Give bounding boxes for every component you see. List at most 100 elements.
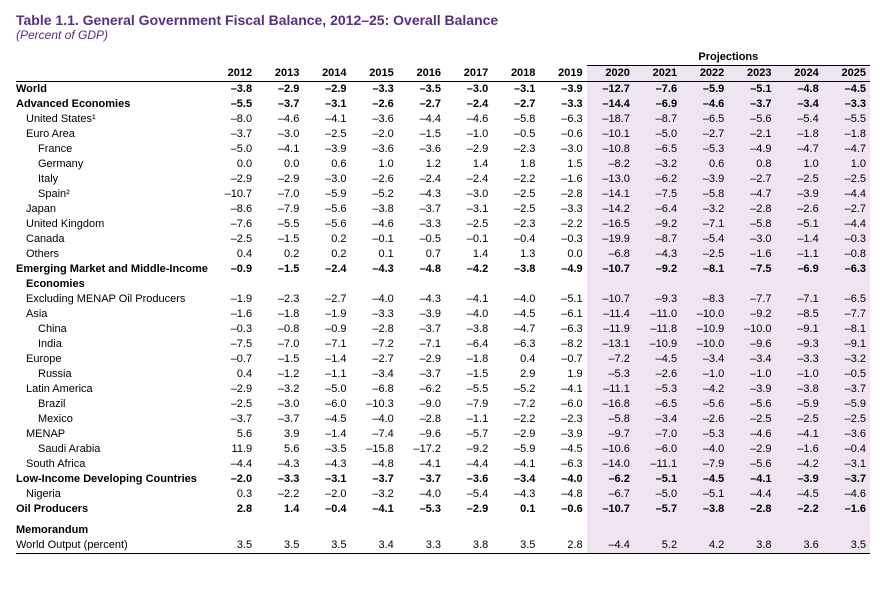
data-cell: –8.2 — [539, 337, 586, 352]
data-cell: –4.1 — [492, 457, 539, 472]
data-cell: –2.6 — [351, 97, 398, 112]
data-cell: 0.1 — [492, 502, 539, 517]
data-cell: –7.9 — [256, 202, 303, 217]
data-cell: –4.4 — [728, 487, 775, 502]
data-cell: 1.8 — [492, 157, 539, 172]
data-cell: –1.5 — [256, 352, 303, 367]
data-cell: –3.7 — [398, 472, 445, 487]
data-cell: –4.5 — [539, 442, 586, 457]
data-cell: 0.8 — [728, 157, 775, 172]
data-cell: –9.1 — [823, 337, 870, 352]
data-cell: 5.6 — [209, 427, 256, 442]
data-cell: –3.6 — [823, 427, 870, 442]
data-cell: 1.5 — [539, 157, 586, 172]
data-cell: –5.0 — [209, 142, 256, 157]
data-cell: –4.5 — [303, 412, 350, 427]
data-cell: –2.8 — [539, 187, 586, 202]
data-cell: –1.0 — [681, 367, 728, 382]
row-label: Brazil — [16, 397, 209, 412]
data-cell: –1.1 — [303, 367, 350, 382]
data-cell: –2.9 — [303, 82, 350, 98]
data-cell: –7.9 — [445, 397, 492, 412]
data-cell: –1.8 — [445, 352, 492, 367]
data-cell: –4.8 — [351, 457, 398, 472]
data-cell: –9.7 — [587, 427, 634, 442]
data-cell: –3.7 — [398, 322, 445, 337]
data-cell: –19.9 — [587, 232, 634, 247]
data-cell: –10.7 — [587, 502, 634, 517]
data-cell: –2.2 — [776, 502, 823, 517]
data-cell: 0.0 — [539, 247, 586, 262]
data-cell: –4.5 — [492, 307, 539, 322]
data-cell: –0.3 — [823, 232, 870, 247]
data-cell: –3.3 — [256, 472, 303, 487]
row-label: China — [16, 322, 209, 337]
data-cell: 11.9 — [209, 442, 256, 457]
data-cell: –14.0 — [587, 457, 634, 472]
data-cell — [776, 277, 823, 292]
year-header: 2016 — [398, 66, 445, 82]
data-cell: –10.8 — [587, 142, 634, 157]
data-cell: –5.4 — [445, 487, 492, 502]
data-cell — [492, 277, 539, 292]
data-cell: –4.1 — [445, 292, 492, 307]
data-cell: –3.1 — [303, 472, 350, 487]
data-cell: –9.1 — [776, 322, 823, 337]
data-cell: –2.7 — [398, 97, 445, 112]
data-cell: –0.9 — [209, 262, 256, 277]
data-cell: –3.7 — [256, 412, 303, 427]
data-cell: –4.5 — [681, 472, 728, 487]
data-cell: –4.2 — [681, 382, 728, 397]
data-cell: –3.3 — [351, 307, 398, 322]
data-cell: –2.9 — [256, 172, 303, 187]
data-cell: –3.1 — [445, 202, 492, 217]
data-cell: –2.7 — [351, 352, 398, 367]
data-cell: –2.5 — [728, 412, 775, 427]
data-cell: –3.3 — [823, 97, 870, 112]
data-cell — [209, 277, 256, 292]
data-cell: –9.0 — [398, 397, 445, 412]
data-cell: –5.0 — [303, 382, 350, 397]
data-cell: –2.8 — [728, 502, 775, 517]
year-header: 2022 — [681, 66, 728, 82]
data-cell: –4.6 — [256, 112, 303, 127]
data-cell: –4.6 — [823, 487, 870, 502]
data-cell: –11.1 — [634, 457, 681, 472]
data-cell: –0.8 — [823, 247, 870, 262]
data-cell: –5.3 — [681, 427, 728, 442]
data-cell: –2.7 — [492, 97, 539, 112]
data-cell: –3.4 — [634, 412, 681, 427]
data-cell: –4.4 — [209, 457, 256, 472]
data-cell: –3.9 — [303, 142, 350, 157]
data-cell: –4.5 — [634, 352, 681, 367]
data-cell: –4.9 — [539, 262, 586, 277]
data-cell: 1.2 — [398, 157, 445, 172]
data-cell: –2.6 — [634, 367, 681, 382]
data-cell: 1.0 — [776, 157, 823, 172]
data-cell: –2.0 — [209, 472, 256, 487]
data-cell: –3.9 — [776, 187, 823, 202]
data-cell: –4.0 — [398, 487, 445, 502]
data-cell: –5.1 — [728, 82, 775, 98]
data-cell: –0.6 — [539, 502, 586, 517]
data-cell: 4.2 — [681, 538, 728, 554]
data-cell: 3.5 — [256, 538, 303, 554]
data-cell: –1.5 — [398, 127, 445, 142]
data-cell: –9.2 — [445, 442, 492, 457]
data-cell: –13.1 — [587, 337, 634, 352]
data-cell — [256, 277, 303, 292]
data-cell: –1.8 — [256, 307, 303, 322]
data-cell: –1.4 — [776, 232, 823, 247]
row-label: Canada — [16, 232, 209, 247]
data-cell: –10.1 — [587, 127, 634, 142]
data-cell: –8.0 — [209, 112, 256, 127]
data-cell: –2.4 — [398, 172, 445, 187]
data-cell: –3.7 — [398, 202, 445, 217]
data-cell: –16.8 — [587, 397, 634, 412]
data-cell: –0.7 — [539, 352, 586, 367]
data-cell: –7.5 — [728, 262, 775, 277]
data-cell: –3.3 — [776, 352, 823, 367]
year-header: 2023 — [728, 66, 775, 82]
data-cell: –6.1 — [539, 307, 586, 322]
data-cell — [681, 277, 728, 292]
